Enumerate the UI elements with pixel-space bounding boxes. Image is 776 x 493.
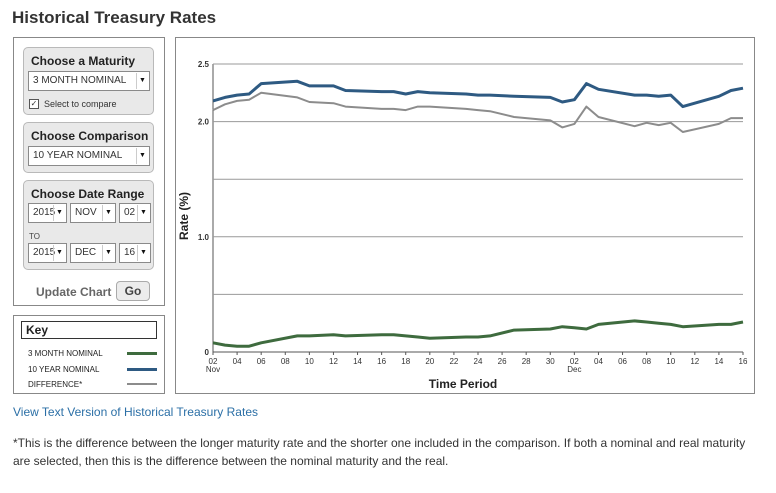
x-tick-label: 20	[425, 357, 434, 366]
comparison-heading: Choose Comparison	[31, 129, 149, 143]
to-label: TO	[29, 232, 40, 241]
chevron-down-icon: ▼	[53, 245, 65, 261]
month-label: Nov	[206, 365, 220, 374]
x-tick-label: 08	[281, 357, 290, 366]
from-year-select[interactable]: 2015 ▼	[28, 203, 67, 223]
x-tick-label: 12	[690, 357, 699, 366]
compare-label: Select to compare	[44, 99, 117, 109]
chart-panel: 2.5 2.0 1.0 0 02 04 06 08 10 12 14 16 18 20 22 24 26 28 3…	[175, 37, 772, 394]
key-swatch-10-year	[127, 368, 157, 371]
key-label-difference: DIFFERENCE*	[28, 380, 83, 389]
maturity-box: Choose a Maturity 3 MONTH NOMINAL ▼ ✓ Se…	[23, 47, 154, 115]
x-tick-label: 22	[449, 357, 458, 366]
x-tick-label: 26	[498, 357, 507, 366]
x-tick-label: 14	[714, 357, 723, 366]
chevron-down-icon: ▼	[137, 245, 149, 261]
text-version-link[interactable]: View Text Version of Historical Treasury…	[13, 405, 258, 419]
series-line	[212, 319, 744, 348]
from-day-value: 02	[124, 207, 136, 218]
x-tick-label: 16	[739, 357, 748, 366]
to-month-value: DEC	[75, 247, 97, 258]
comparison-box: Choose Comparison 10 YEAR NOMINAL ▼	[23, 122, 154, 173]
chevron-down-icon: ▼	[136, 73, 148, 89]
series-line	[212, 91, 743, 133]
x-tick-label: 06	[618, 357, 627, 366]
maturity-select[interactable]: 3 MONTH NOMINAL ▼	[28, 71, 150, 91]
compare-checkbox-row[interactable]: ✓ Select to compare	[29, 99, 117, 109]
x-tick-label: 04	[594, 357, 603, 366]
x-tick-label: 02	[209, 357, 218, 366]
x-tick-label: 14	[353, 357, 362, 366]
to-year-select[interactable]: 2015 ▼	[28, 243, 67, 263]
x-tick-label: 16	[377, 357, 386, 366]
date-range-box: Choose Date Range 2015 ▼ NOV ▼ 02 ▼ TO 2…	[23, 180, 154, 270]
key-label-3-month: 3 MONTH NOMINAL	[28, 349, 103, 358]
comparison-select[interactable]: 10 YEAR NOMINAL ▼	[28, 146, 150, 166]
month-label: Dec	[567, 365, 581, 374]
x-tick-label: 18	[401, 357, 410, 366]
chevron-down-icon: ▼	[53, 205, 65, 221]
x-tick-label: 12	[329, 357, 338, 366]
from-day-select[interactable]: 02 ▼	[119, 203, 151, 223]
x-tick-label: 30	[546, 357, 555, 366]
compare-checkbox[interactable]: ✓	[29, 99, 39, 109]
chevron-down-icon: ▼	[137, 205, 149, 221]
x-tick-label: 04	[233, 357, 242, 366]
x-tick-label: 06	[257, 357, 266, 366]
y-tick-label: 1.0	[198, 233, 210, 242]
x-tick-label: 10	[666, 357, 675, 366]
maturity-heading: Choose a Maturity	[31, 54, 136, 68]
chart-key: Key 3 MONTH NOMINAL 10 YEAR NOMINAL DIFF…	[13, 315, 165, 394]
to-day-value: 16	[124, 247, 136, 258]
x-tick-label: 28	[522, 357, 531, 366]
chevron-down-icon: ▼	[136, 148, 148, 164]
x-tick-label: 24	[474, 357, 483, 366]
key-label-10-year: 10 YEAR NOMINAL	[28, 365, 100, 374]
y-tick-label: 0	[205, 348, 210, 357]
to-day-select[interactable]: 16 ▼	[119, 243, 151, 263]
from-year-value: 2015	[33, 207, 56, 218]
key-title: Key	[21, 321, 157, 339]
from-month-select[interactable]: NOV ▼	[70, 203, 116, 223]
x-tick-label: 10	[305, 357, 314, 366]
key-swatch-3-month	[127, 352, 157, 355]
chevron-down-icon: ▼	[102, 245, 114, 261]
y-tick-label: 2.5	[198, 60, 210, 69]
to-month-select[interactable]: DEC ▼	[70, 243, 116, 263]
update-chart-label: Update Chart	[36, 285, 112, 299]
chevron-down-icon: ▼	[102, 205, 114, 221]
from-month-value: NOV	[75, 207, 97, 218]
series-line	[212, 79, 744, 109]
footnote: *This is the difference between the long…	[13, 436, 746, 468]
x-tick-label: 08	[642, 357, 651, 366]
y-axis-label: Rate (%)	[177, 192, 191, 240]
page-title: Historical Treasury Rates	[12, 8, 217, 27]
to-year-value: 2015	[33, 247, 56, 258]
comparison-select-value: 10 YEAR NOMINAL	[33, 150, 123, 161]
x-axis-label: Time Period	[429, 377, 497, 391]
date-range-heading: Choose Date Range	[31, 187, 145, 201]
x-tick-label: 02	[570, 357, 579, 366]
rates-line-chart: 2.5 2.0 1.0 0 02 04 06 08 10 12 14 16 18 20 22 24 26 28 3…	[177, 60, 772, 391]
key-swatch-difference	[127, 383, 157, 385]
go-button[interactable]: Go	[116, 281, 150, 301]
maturity-select-value: 3 MONTH NOMINAL	[33, 75, 127, 86]
y-tick-label: 2.0	[198, 118, 210, 127]
chart-controls-panel: Choose a Maturity 3 MONTH NOMINAL ▼ ✓ Se…	[13, 37, 165, 306]
